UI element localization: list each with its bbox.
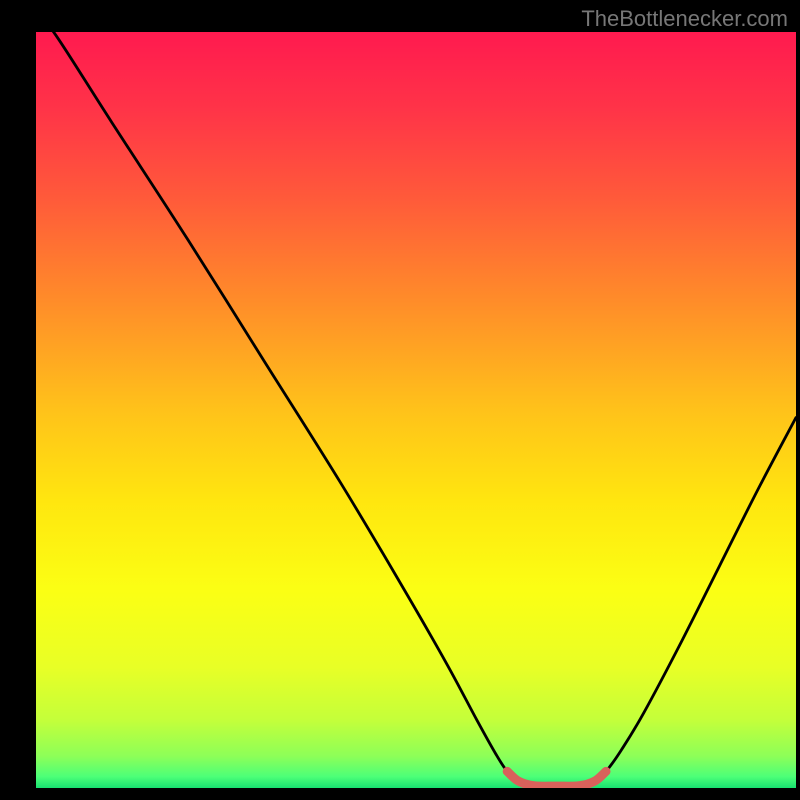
watermark-text: TheBottlenecker.com xyxy=(581,6,788,32)
gradient-background xyxy=(36,32,796,788)
chart-canvas xyxy=(0,0,800,800)
chart-svg xyxy=(0,0,800,800)
